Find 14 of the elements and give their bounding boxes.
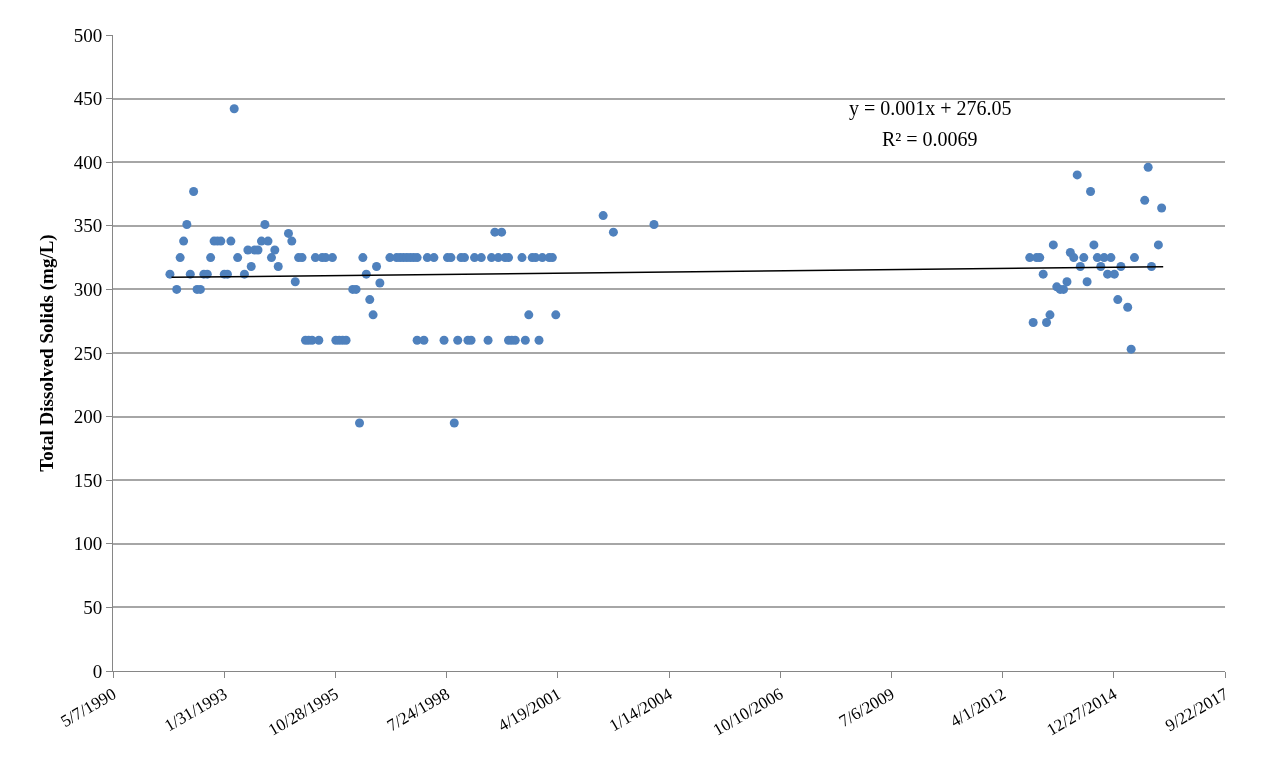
y-tick-label: 250 [73,342,103,364]
y-tick-label: 300 [73,279,103,301]
annotation: y = 0.001x + 276.05 [849,97,1012,120]
y-axis-title: Total Dissolved Solids (mg/L) [35,234,58,472]
y-tick-label: 450 [73,88,103,110]
y-tick-label: 400 [73,151,103,173]
y-tick-label: 50 [83,597,103,619]
y-tick-label: 0 [92,660,103,682]
y-tick-label: 100 [73,533,103,555]
y-tick-label: 500 [73,24,103,46]
annotation: R² = 0.0069 [882,128,978,150]
y-tick-label: 150 [73,469,103,491]
y-tick-label: 350 [73,215,103,237]
y-tick-label: 200 [73,406,103,428]
